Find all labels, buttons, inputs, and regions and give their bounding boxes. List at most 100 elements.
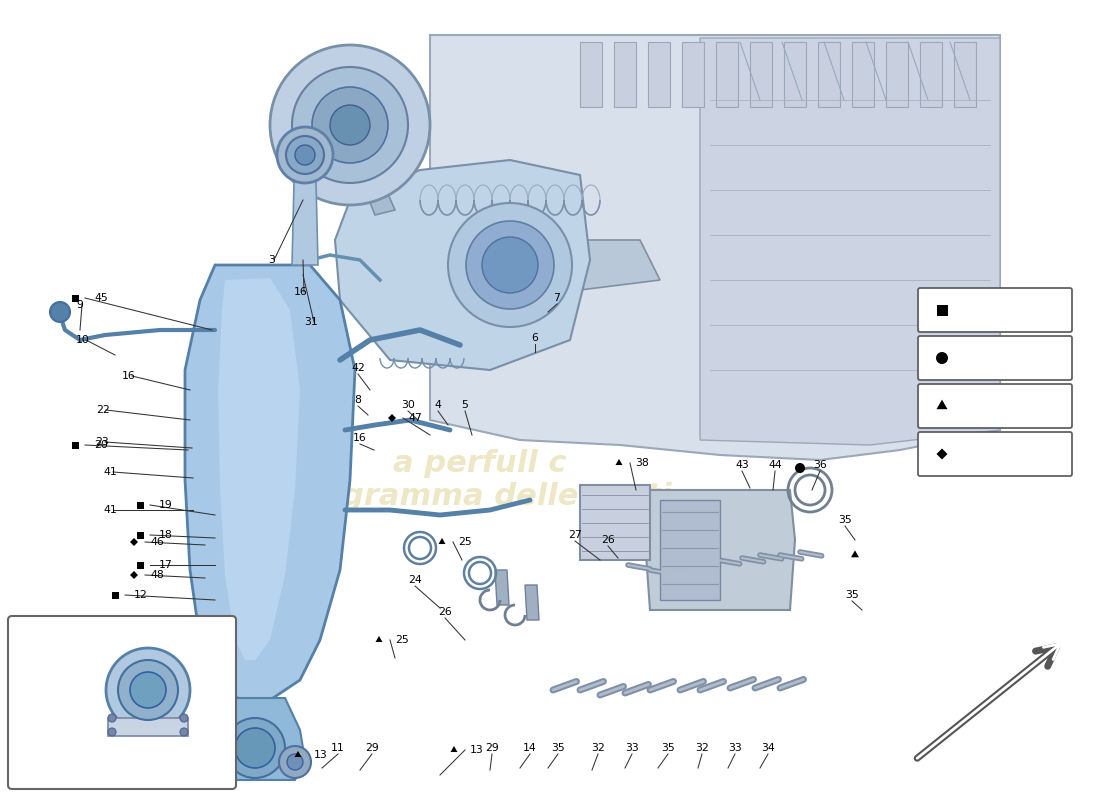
Text: 39: 39 xyxy=(154,622,167,632)
Circle shape xyxy=(106,648,190,732)
Text: = 15: = 15 xyxy=(956,446,994,462)
Text: 38: 38 xyxy=(635,458,649,468)
Text: 29: 29 xyxy=(365,743,378,753)
Polygon shape xyxy=(451,746,458,752)
Text: 30: 30 xyxy=(402,400,415,410)
Text: 41: 41 xyxy=(103,467,117,477)
Circle shape xyxy=(795,463,805,473)
Text: 34: 34 xyxy=(761,743,774,753)
Circle shape xyxy=(466,221,554,309)
Circle shape xyxy=(50,302,70,322)
Text: 32: 32 xyxy=(591,743,605,753)
Circle shape xyxy=(330,105,370,145)
Bar xyxy=(132,651,139,658)
Text: 12: 12 xyxy=(35,654,50,666)
Polygon shape xyxy=(700,38,1000,445)
Text: 24: 24 xyxy=(408,575,422,585)
Text: 11: 11 xyxy=(331,743,345,753)
Text: = 2: = 2 xyxy=(960,302,989,318)
Text: 35: 35 xyxy=(661,743,675,753)
Text: 36: 36 xyxy=(813,460,827,470)
FancyBboxPatch shape xyxy=(918,384,1072,428)
Text: 16: 16 xyxy=(122,371,135,381)
Bar xyxy=(648,42,670,107)
Text: a perfull c
diagramma delle parti: a perfull c diagramma delle parti xyxy=(288,449,671,511)
Text: Old solution: Old solution xyxy=(82,766,162,779)
Text: 8: 8 xyxy=(354,395,362,405)
Polygon shape xyxy=(375,636,383,642)
Circle shape xyxy=(482,237,538,293)
Circle shape xyxy=(226,718,285,778)
Polygon shape xyxy=(495,570,509,605)
Text: 9: 9 xyxy=(76,300,82,310)
Polygon shape xyxy=(430,35,1000,460)
Text: = 37: = 37 xyxy=(956,398,994,414)
Polygon shape xyxy=(295,751,301,757)
Text: 25: 25 xyxy=(458,537,472,547)
Circle shape xyxy=(180,728,188,736)
Polygon shape xyxy=(130,538,138,546)
Text: 43: 43 xyxy=(735,460,749,470)
Circle shape xyxy=(130,672,166,708)
Circle shape xyxy=(118,660,178,720)
Text: 4: 4 xyxy=(434,400,441,410)
Bar xyxy=(716,42,738,107)
Bar xyxy=(954,42,976,107)
Circle shape xyxy=(287,754,303,770)
Bar xyxy=(108,718,188,736)
Text: 47: 47 xyxy=(408,413,421,423)
Polygon shape xyxy=(851,550,859,558)
Text: 16: 16 xyxy=(294,287,308,297)
FancyBboxPatch shape xyxy=(918,336,1072,380)
Text: 23: 23 xyxy=(95,437,109,447)
Bar xyxy=(132,711,139,718)
Circle shape xyxy=(286,136,324,174)
Text: 33: 33 xyxy=(625,743,639,753)
Text: 48: 48 xyxy=(150,570,164,580)
Polygon shape xyxy=(580,485,650,560)
Polygon shape xyxy=(292,182,318,265)
Bar xyxy=(784,42,806,107)
Text: 44: 44 xyxy=(768,460,782,470)
Circle shape xyxy=(108,714,115,722)
Text: 17: 17 xyxy=(160,560,173,570)
Bar xyxy=(660,500,720,600)
Text: 35: 35 xyxy=(845,590,859,600)
Circle shape xyxy=(448,203,572,327)
Bar xyxy=(72,294,78,302)
Bar xyxy=(110,682,117,689)
Circle shape xyxy=(295,145,315,165)
Text: 33: 33 xyxy=(728,743,741,753)
Polygon shape xyxy=(525,585,539,620)
Text: 35: 35 xyxy=(838,515,851,525)
Circle shape xyxy=(292,67,408,183)
Polygon shape xyxy=(388,414,396,422)
Text: 10: 10 xyxy=(76,335,90,345)
Polygon shape xyxy=(205,698,305,780)
Text: 3: 3 xyxy=(268,255,275,265)
Text: 31: 31 xyxy=(304,317,318,327)
Bar xyxy=(614,42,636,107)
Text: 25: 25 xyxy=(395,635,409,645)
Polygon shape xyxy=(439,538,446,544)
Text: = 1: = 1 xyxy=(960,350,989,366)
Polygon shape xyxy=(185,265,355,700)
Text: 32: 32 xyxy=(695,743,708,753)
Text: 16: 16 xyxy=(353,433,367,443)
Bar xyxy=(72,442,78,449)
Circle shape xyxy=(270,45,430,205)
Text: 42: 42 xyxy=(351,363,365,373)
Text: 14: 14 xyxy=(524,743,537,753)
Polygon shape xyxy=(336,160,590,370)
Circle shape xyxy=(180,714,188,722)
Text: 29: 29 xyxy=(485,743,499,753)
Bar xyxy=(920,42,942,107)
Text: 18: 18 xyxy=(160,530,173,540)
Bar xyxy=(818,42,840,107)
Text: 41: 41 xyxy=(103,505,117,515)
Text: 19: 19 xyxy=(35,678,50,691)
Text: 5: 5 xyxy=(462,400,469,410)
Circle shape xyxy=(279,746,311,778)
Bar xyxy=(936,305,947,315)
Text: 21: 21 xyxy=(154,710,167,720)
